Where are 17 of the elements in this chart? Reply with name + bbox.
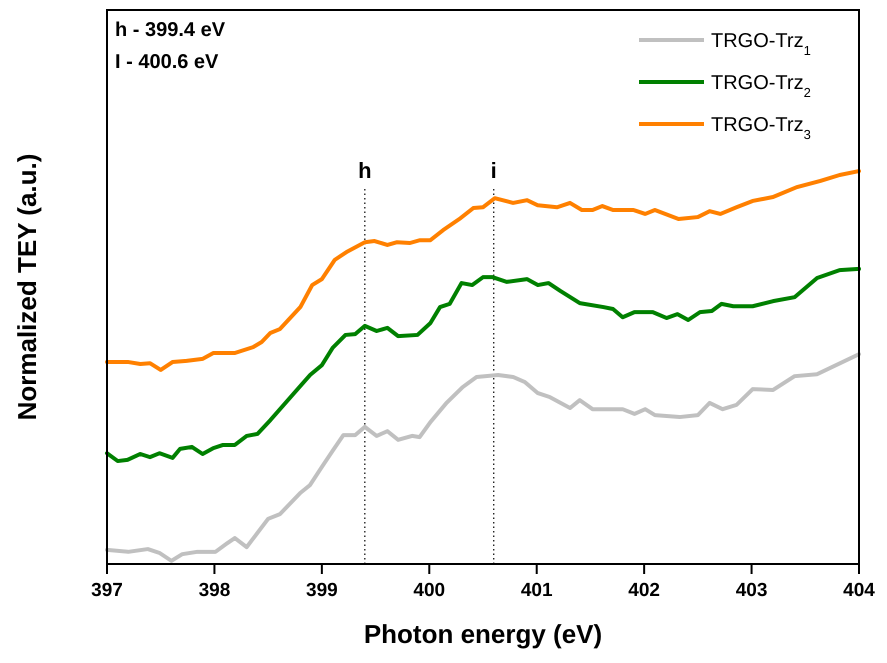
y-axis-title: Normalized TEY (a.u.) bbox=[12, 154, 42, 420]
legend-label: TRGO-Trz$_{3}$ bbox=[711, 114, 811, 142]
ref-line-label: i bbox=[490, 158, 497, 183]
x-axis-title: Photon energy (eV) bbox=[364, 619, 602, 649]
x-tick-label: 403 bbox=[736, 580, 768, 601]
x-tick-label: 402 bbox=[628, 580, 660, 601]
x-tick-label: 401 bbox=[520, 580, 553, 601]
x-tick-label: 399 bbox=[306, 580, 338, 601]
text: h - 399.4 eV bbox=[115, 19, 226, 41]
legend-label: TRGO-Trz$_{2}$ bbox=[711, 72, 811, 100]
ref-line-label: h bbox=[358, 158, 372, 183]
x-tick-label: 398 bbox=[198, 580, 230, 601]
x-tick-label: 400 bbox=[413, 580, 446, 601]
legend-label: TRGO-Trz$_{1}$ bbox=[711, 30, 811, 58]
x-tick-label: 397 bbox=[91, 580, 123, 601]
text: I - 400.6 eV bbox=[115, 51, 220, 73]
x-tick-label: 404 bbox=[843, 580, 876, 601]
